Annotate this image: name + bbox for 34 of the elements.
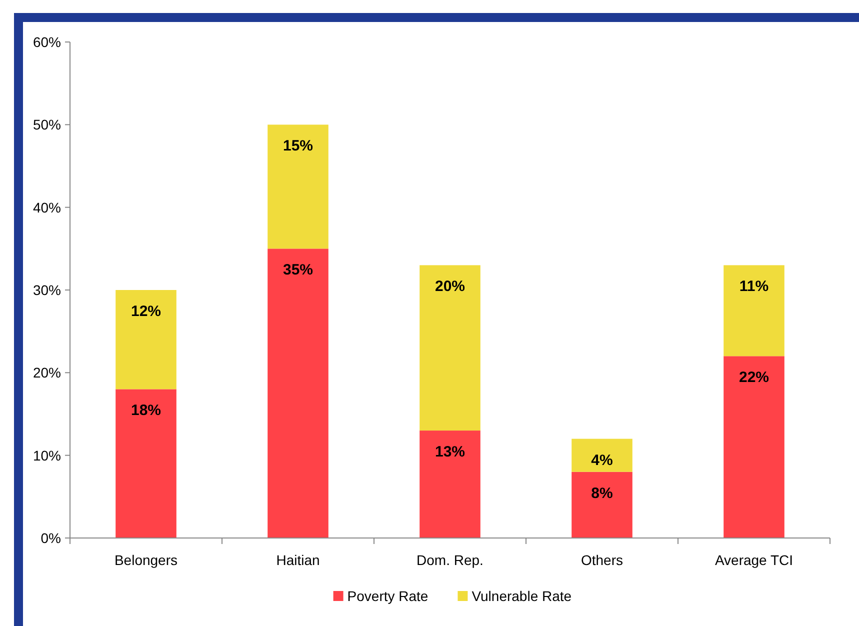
data-label: 22% [738, 369, 770, 386]
legend-label: Poverty Rate [347, 588, 428, 604]
data-label: 35% [282, 262, 314, 279]
data-label: 18% [130, 402, 162, 420]
x-tick-label: Dom. Rep. [416, 552, 484, 568]
bar [420, 265, 480, 431]
y-tick-label: 0% [40, 530, 61, 546]
bar [572, 472, 632, 538]
data-label: 12% [130, 303, 162, 320]
bar [724, 265, 784, 356]
data-label: 11% [739, 278, 769, 296]
y-tick-label: 50% [32, 116, 61, 133]
bar [572, 438, 632, 472]
legend-label: Vulnerable Rate [472, 588, 572, 604]
data-label: 13% [434, 444, 466, 461]
y-tick-label: 40% [32, 199, 61, 216]
y-tick-label: 20% [32, 364, 61, 381]
y-tick-label: 30% [32, 282, 61, 298]
bar [420, 430, 480, 538]
x-tick-label: Haitian [276, 552, 320, 568]
x-tick-label: Others [580, 552, 624, 568]
data-label: 8% [591, 484, 613, 502]
bar [116, 389, 176, 538]
bar [268, 124, 328, 249]
x-tick-label: Average TCI [714, 552, 794, 568]
y-tick-label: 60% [32, 34, 61, 50]
data-label: 15% [282, 138, 314, 155]
bar [268, 248, 328, 538]
bar [724, 356, 784, 538]
bar [116, 290, 176, 390]
data-label: 20% [434, 278, 466, 296]
data-label: 4% [591, 452, 613, 469]
y-tick-label: 10% [32, 447, 61, 464]
x-tick-label: Belongers [114, 552, 178, 568]
